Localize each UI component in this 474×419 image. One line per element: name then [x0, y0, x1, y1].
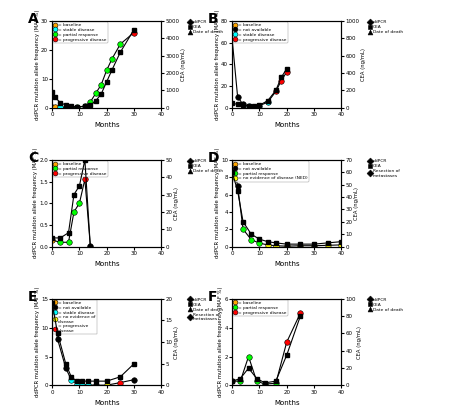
Text: A: A	[28, 12, 39, 26]
Text: E: E	[28, 290, 37, 304]
Legend: = baseline, = not available, = stable disease, = progressive disease: = baseline, = not available, = stable di…	[233, 22, 288, 43]
Legend: ddPCR, CEA, Date of death, Resection of
metastases: ddPCR, CEA, Date of death, Resection of …	[189, 297, 224, 322]
Y-axis label: CEA (ng/mL): CEA (ng/mL)	[357, 326, 362, 359]
Text: B: B	[208, 12, 219, 26]
Legend: ddPCR, CEA, Date of death: ddPCR, CEA, Date of death	[369, 297, 403, 313]
Text: F: F	[208, 290, 218, 304]
X-axis label: Months: Months	[274, 261, 300, 267]
Legend: = baseline, = partial response, = progressive disease: = baseline, = partial response, = progre…	[53, 160, 108, 177]
Legend: = baseline, = not available, = partial response, = no evidence of disease (NED): = baseline, = not available, = partial r…	[233, 160, 309, 182]
X-axis label: Months: Months	[274, 122, 300, 129]
Y-axis label: CEA (ng/mL): CEA (ng/mL)	[174, 187, 179, 220]
Y-axis label: CEA (ng/mL): CEA (ng/mL)	[361, 48, 366, 81]
Legend: = baseline, = not available, = stable disease, = no evidence of
disease, = progr: = baseline, = not available, = stable di…	[53, 300, 97, 334]
Legend: ddPCR, CEA, Date of death: ddPCR, CEA, Date of death	[369, 19, 403, 35]
X-axis label: Months: Months	[94, 400, 119, 406]
Legend: ddPCR, CEA, Date of death: ddPCR, CEA, Date of death	[189, 19, 224, 35]
X-axis label: Months: Months	[94, 261, 119, 267]
Y-axis label: ddPCR mutation allele frequency (MAF %): ddPCR mutation allele frequency (MAF %)	[215, 148, 219, 259]
Y-axis label: ddPCR mutation allele frequency (MAF %): ddPCR mutation allele frequency (MAF %)	[35, 9, 40, 119]
Y-axis label: ddPCR mutation allele frequency (MAF %): ddPCR mutation allele frequency (MAF %)	[33, 148, 38, 259]
Y-axis label: ddPCR mutation allele frequency (MAF %): ddPCR mutation allele frequency (MAF %)	[35, 287, 40, 397]
X-axis label: Months: Months	[94, 122, 119, 129]
Y-axis label: CEA (ng/mL): CEA (ng/mL)	[181, 48, 186, 81]
X-axis label: Months: Months	[274, 400, 300, 406]
Legend: = baseline, = stable disease, = partial response, = progressive disease: = baseline, = stable disease, = partial …	[53, 22, 108, 43]
Text: D: D	[208, 151, 219, 165]
Legend: ddPCR, CEA, Date of death: ddPCR, CEA, Date of death	[189, 158, 224, 174]
Y-axis label: CEA (ng/mL): CEA (ng/mL)	[354, 187, 359, 220]
Legend: ddPCR, CEA, Resection of
metastases: ddPCR, CEA, Resection of metastases	[369, 158, 401, 178]
Text: C: C	[28, 151, 38, 165]
Y-axis label: CEA (ng/mL): CEA (ng/mL)	[174, 326, 179, 359]
Y-axis label: ddPCR mutation allele frequency (MAF %): ddPCR mutation allele frequency (MAF %)	[218, 287, 223, 397]
Legend: = baseline, = partial response, = progressive disease: = baseline, = partial response, = progre…	[233, 300, 288, 316]
Y-axis label: ddPCR mutation allele frequency (MAF %): ddPCR mutation allele frequency (MAF %)	[215, 9, 219, 119]
